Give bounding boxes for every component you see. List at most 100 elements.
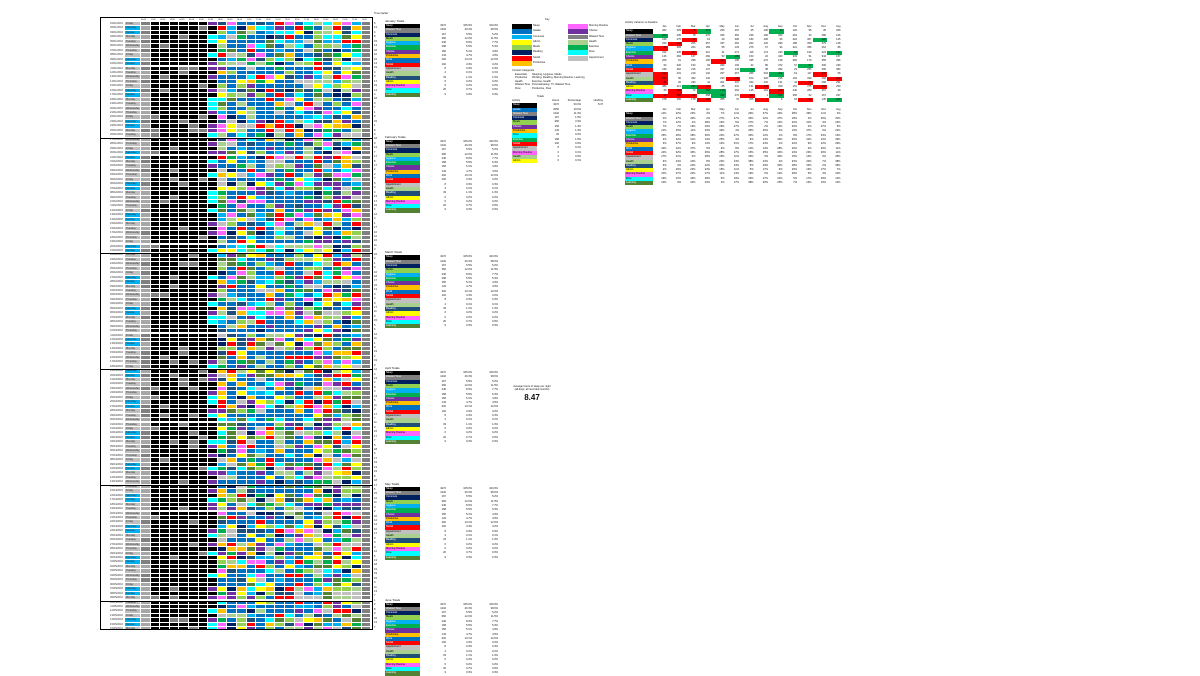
heatmap-row-label: Learning xyxy=(625,98,653,102)
sheet-title-cell: Time tracker xyxy=(374,12,388,15)
legend-label: Awake xyxy=(532,29,541,34)
category-value: 0.3% xyxy=(446,93,472,97)
category-value: 0.3% xyxy=(472,440,498,444)
legend-label: Chores xyxy=(588,29,597,34)
totals-cell: 6 xyxy=(537,159,559,163)
legend-item: Awake xyxy=(512,29,560,34)
heatmap-cell: 232 xyxy=(798,98,813,102)
category-value: 9 xyxy=(420,671,446,675)
legend-swatch xyxy=(512,35,532,40)
legend-label: Health xyxy=(588,40,597,45)
totals-cell: Admin xyxy=(512,159,537,163)
heatmap-cell: 156 xyxy=(668,98,683,102)
category-value: 0.3% xyxy=(446,324,472,328)
group-members: Productive, Flow xyxy=(532,87,551,91)
legend-swatch xyxy=(512,61,532,66)
legend-label: Flow xyxy=(588,50,594,55)
legend-item: Commute xyxy=(512,35,560,40)
legend-swatch xyxy=(512,24,532,29)
heatmap-cell: 205 xyxy=(740,98,755,102)
category-value: 0.3% xyxy=(472,671,498,675)
section-divider xyxy=(101,138,372,139)
heatmap-cell: 156 xyxy=(827,98,842,102)
legend-swatch xyxy=(512,50,532,55)
legend-label: Reading xyxy=(532,50,543,55)
category-value: 9 xyxy=(420,208,446,212)
legend-swatch xyxy=(512,40,532,45)
legend-item: Reading xyxy=(512,50,560,55)
category-value: 0.3% xyxy=(446,208,472,212)
category-label: Learning xyxy=(385,556,420,560)
legend-item: Admin xyxy=(512,40,560,45)
heatmap-cell: 64 xyxy=(784,98,799,102)
legend-label: Wasted Time xyxy=(588,35,604,40)
section-divider xyxy=(101,253,372,254)
legend-label: Admin xyxy=(532,40,540,45)
legend-label: Appointment xyxy=(588,56,604,61)
legend-label: Productive xyxy=(532,61,545,66)
heatmap-cell: 6 xyxy=(769,98,784,102)
legend-item: Health xyxy=(568,40,618,45)
legend-swatch xyxy=(568,35,588,40)
category-value: 0.3% xyxy=(472,556,498,560)
totals-cell: 0.1% xyxy=(559,159,581,163)
category-value: 0.3% xyxy=(472,93,498,97)
heatmap-cell: 70 xyxy=(726,98,741,102)
category-label: Learning xyxy=(385,671,420,675)
category-label: Learning xyxy=(385,93,420,97)
heatmap-cell: 178 xyxy=(682,98,697,102)
legend-label: Social xyxy=(532,56,540,61)
category-label: Learning xyxy=(385,208,420,212)
legend-swatch xyxy=(512,29,532,34)
legend-swatch xyxy=(512,56,532,61)
heatmap-cell: 196 xyxy=(697,98,712,102)
legend-item: Flow xyxy=(568,50,618,55)
category-value: 0.3% xyxy=(472,208,498,212)
legend-swatch xyxy=(512,45,532,50)
legend-swatch xyxy=(568,24,588,29)
category-value: 9 xyxy=(420,93,446,97)
section-divider xyxy=(101,369,372,370)
totals-cell xyxy=(581,159,603,163)
category-value: 9 xyxy=(420,440,446,444)
legend-swatch xyxy=(568,29,588,34)
heatmap-cell: 278 xyxy=(653,98,668,102)
section-divider xyxy=(101,601,372,602)
heatmap-cell: 135 xyxy=(813,98,828,102)
heatmap-cell: 3 xyxy=(755,98,770,102)
legend-item: Wasted Time xyxy=(568,35,618,40)
category-value: 9 xyxy=(420,324,446,328)
legend-item xyxy=(568,61,618,66)
group-name: Flow xyxy=(512,87,532,91)
legend-item: Social xyxy=(512,56,560,61)
legend-item: Appointment xyxy=(568,56,618,61)
section-divider xyxy=(101,485,372,486)
legend-swatch xyxy=(568,56,588,61)
category-value: 0.3% xyxy=(446,556,472,560)
legend-swatch xyxy=(568,40,588,45)
legend-label: Commute xyxy=(532,35,544,40)
category-value: 0.3% xyxy=(446,671,472,675)
legend-item: Productive xyxy=(512,61,560,66)
